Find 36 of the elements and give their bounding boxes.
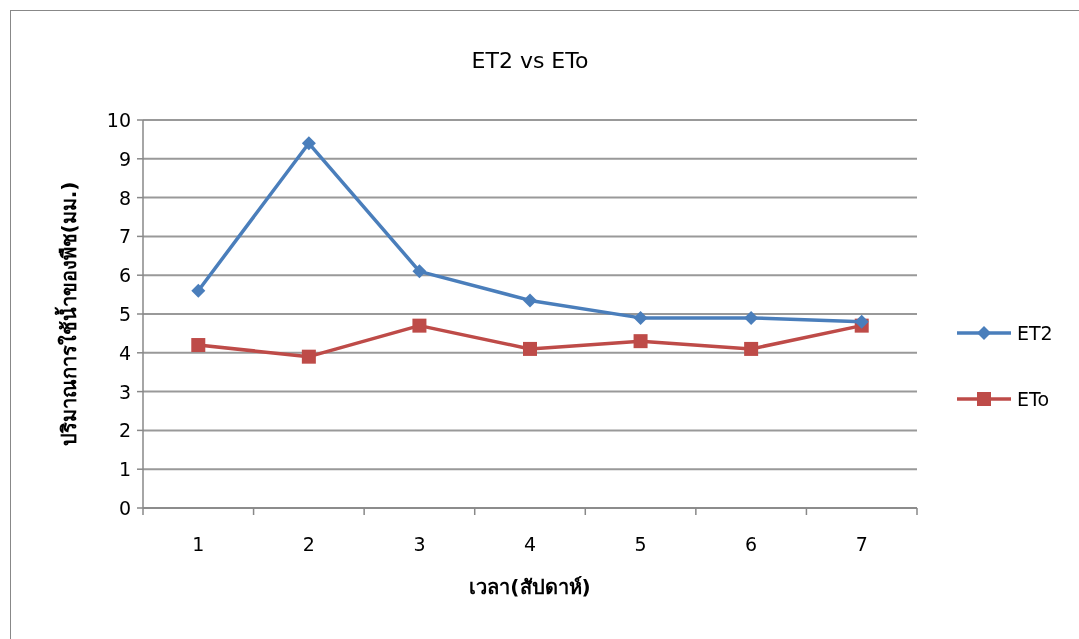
point xyxy=(412,264,427,279)
point xyxy=(633,334,648,349)
point xyxy=(744,310,759,325)
point xyxy=(744,341,759,356)
y-tick-label: 1 xyxy=(118,458,131,481)
y-tick-label: 8 xyxy=(118,186,131,209)
chart-title: ET2 vs ETo xyxy=(471,48,589,73)
y-tick-label: 9 xyxy=(118,147,131,170)
point xyxy=(191,283,206,298)
point xyxy=(633,310,648,325)
y-tick-label: 5 xyxy=(118,303,131,325)
y-tick-label: 4 xyxy=(118,341,131,364)
y-axis-title: ปริมาณการใช้น้ำของพืช(มม.) xyxy=(54,181,81,447)
y-tick-label: 3 xyxy=(118,380,131,403)
point xyxy=(523,341,537,356)
x-tick-label: 3 xyxy=(413,533,426,555)
x-tick-label: 6 xyxy=(745,533,758,555)
point xyxy=(412,318,427,333)
x-tick-label: 4 xyxy=(523,533,537,555)
y-tick-label: 2 xyxy=(118,419,131,442)
point xyxy=(301,349,316,364)
point xyxy=(301,136,316,151)
point xyxy=(854,314,869,329)
y-tick-label: 10 xyxy=(106,109,131,131)
x-axis-title: เวลา(สัปดาห์) xyxy=(469,575,591,599)
point xyxy=(191,338,206,353)
point xyxy=(523,293,537,308)
x-tick-label: 1 xyxy=(192,533,205,555)
y-tick-label: 0 xyxy=(118,497,131,519)
x-tick-label: 7 xyxy=(855,533,868,555)
x-tick-label: 5 xyxy=(634,533,647,555)
legend-label: ETo xyxy=(1017,388,1050,410)
legend-label: ET2 xyxy=(1017,322,1053,344)
y-tick-label: 6 xyxy=(118,264,131,287)
x-tick-label: 2 xyxy=(302,533,315,555)
y-tick-label: 7 xyxy=(118,225,131,248)
